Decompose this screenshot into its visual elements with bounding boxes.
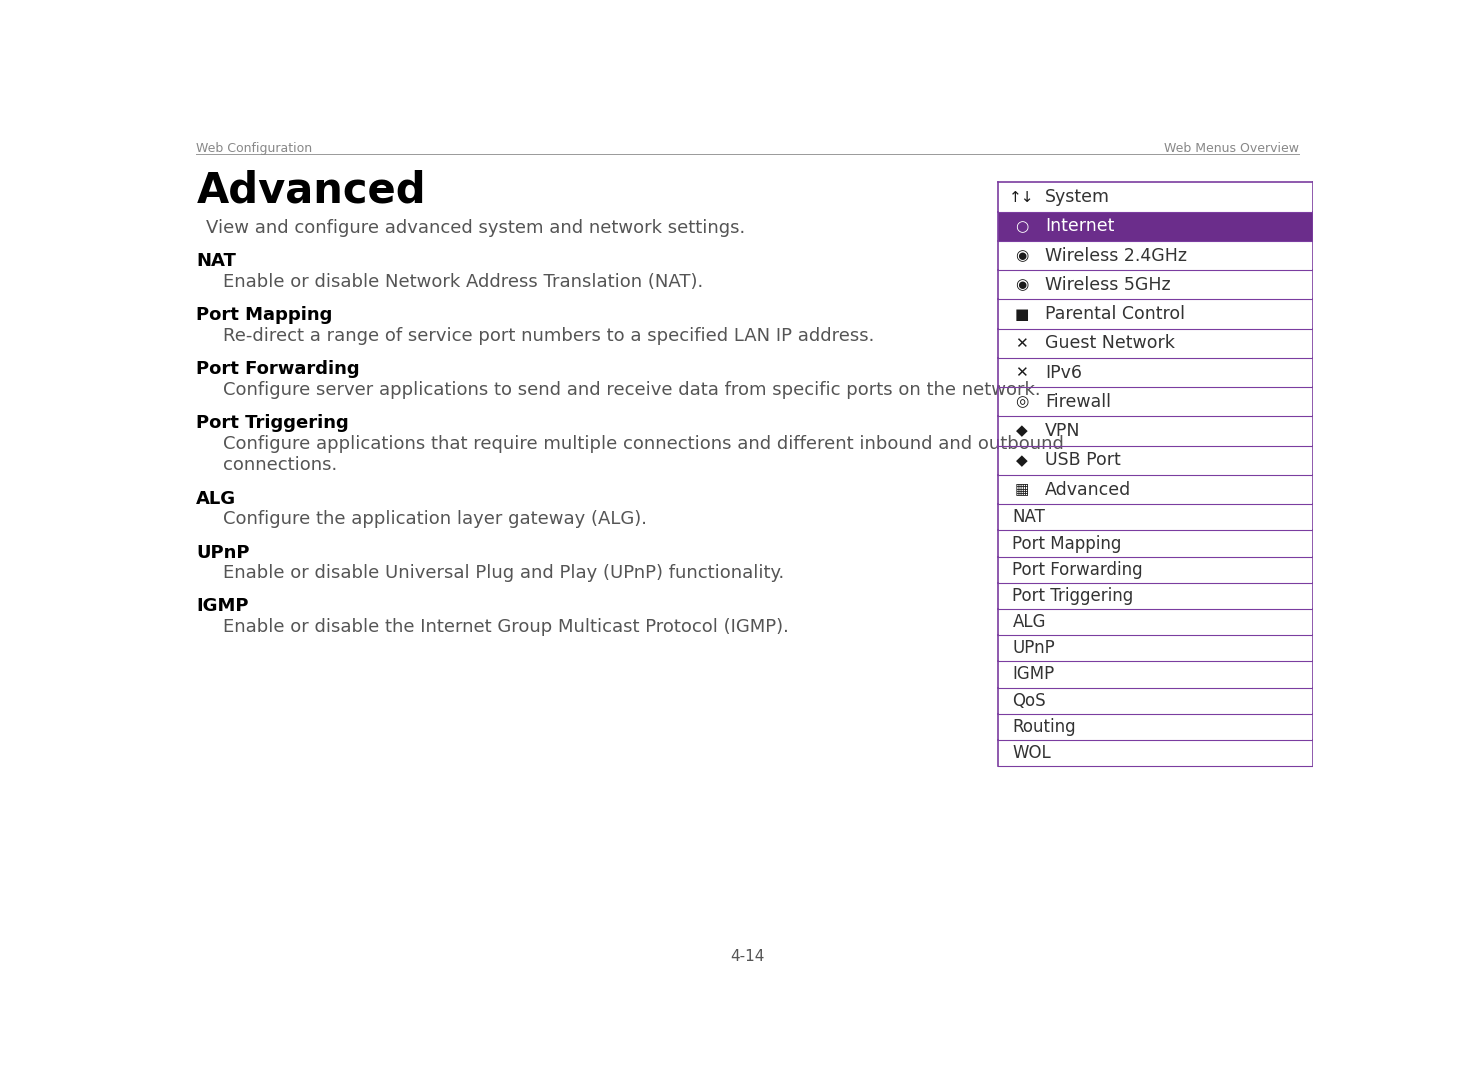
Text: Enable or disable Network Address Translation (NAT).: Enable or disable Network Address Transl… (223, 274, 703, 291)
Text: Enable or disable Universal Plug and Play (UPnP) functionality.: Enable or disable Universal Plug and Pla… (223, 565, 783, 582)
Text: Configure server applications to send and receive data from specific ports on th: Configure server applications to send an… (223, 382, 1040, 399)
Text: IPv6: IPv6 (1045, 364, 1083, 381)
Text: Firewall: Firewall (1045, 392, 1110, 411)
Text: System: System (1045, 187, 1110, 206)
Text: ALG: ALG (1013, 613, 1046, 631)
Text: Advanced: Advanced (1045, 481, 1131, 498)
Text: Wireless 2.4GHz: Wireless 2.4GHz (1045, 246, 1188, 265)
Text: Port Mapping: Port Mapping (1013, 534, 1122, 553)
Bar (998, 270, 1313, 300)
Bar (998, 211, 1313, 241)
Bar (998, 531, 1313, 557)
Text: NAT: NAT (1013, 508, 1045, 526)
Text: Parental Control: Parental Control (1045, 305, 1185, 323)
Text: ◎: ◎ (1015, 395, 1029, 410)
Text: USB Port: USB Port (1045, 451, 1121, 470)
Text: Port Forwarding: Port Forwarding (197, 361, 360, 378)
Text: ✕: ✕ (1015, 365, 1029, 380)
Text: ◉: ◉ (1015, 249, 1029, 263)
Bar (998, 505, 1313, 531)
Text: ■: ■ (1014, 306, 1029, 322)
Bar (998, 688, 1313, 714)
Bar (998, 583, 1313, 609)
Text: UPnP: UPnP (197, 544, 249, 561)
Bar (998, 609, 1313, 635)
Text: Guest Network: Guest Network (1045, 335, 1174, 352)
Text: ◉: ◉ (1015, 277, 1029, 292)
Text: ○: ○ (1015, 219, 1029, 233)
Bar (998, 557, 1313, 583)
Text: UPnP: UPnP (1013, 639, 1055, 657)
Text: Port Mapping: Port Mapping (197, 306, 333, 325)
Text: ◆: ◆ (1015, 424, 1027, 438)
Text: Port Triggering: Port Triggering (1013, 586, 1134, 605)
Text: Advanced: Advanced (197, 169, 426, 211)
Text: NAT: NAT (197, 253, 236, 270)
Text: Web Menus Overview: Web Menus Overview (1164, 142, 1299, 155)
Bar (998, 714, 1313, 740)
Bar (998, 740, 1313, 766)
Text: 4-14: 4-14 (730, 948, 765, 964)
Bar (998, 446, 1313, 475)
Text: VPN: VPN (1045, 422, 1081, 440)
Bar (998, 241, 1313, 270)
Text: ▦: ▦ (1014, 482, 1029, 497)
Text: IGMP: IGMP (197, 597, 249, 616)
Bar (998, 475, 1313, 505)
Text: QoS: QoS (1013, 691, 1046, 710)
Text: ↑↓: ↑↓ (1010, 190, 1034, 205)
Text: WOL: WOL (1013, 744, 1050, 762)
Text: ALG: ALG (197, 489, 236, 508)
Bar (998, 358, 1313, 387)
Bar (998, 416, 1313, 446)
Bar (998, 635, 1313, 662)
Text: Port Forwarding: Port Forwarding (1013, 560, 1142, 579)
Bar (998, 387, 1313, 416)
Text: Configure the application layer gateway (ALG).: Configure the application layer gateway … (223, 510, 646, 529)
Text: Routing: Routing (1013, 718, 1077, 736)
Bar (998, 662, 1313, 688)
Bar (998, 329, 1313, 358)
Bar (998, 182, 1313, 211)
Text: Enable or disable the Internet Group Multicast Protocol (IGMP).: Enable or disable the Internet Group Mul… (223, 618, 788, 637)
Bar (998, 300, 1313, 329)
Text: Port Triggering: Port Triggering (197, 414, 349, 432)
Text: Re-direct a range of service port numbers to a specified LAN IP address.: Re-direct a range of service port number… (223, 327, 874, 346)
Text: ✕: ✕ (1015, 336, 1029, 351)
Text: Configure applications that require multiple connections and different inbound a: Configure applications that require mult… (223, 435, 1064, 474)
Text: Internet: Internet (1045, 217, 1115, 235)
Text: View and configure advanced system and network settings.: View and configure advanced system and n… (206, 219, 746, 238)
Text: Web Configuration: Web Configuration (197, 142, 312, 155)
Text: Wireless 5GHz: Wireless 5GHz (1045, 276, 1170, 294)
Text: IGMP: IGMP (1013, 665, 1055, 683)
Text: ◆: ◆ (1015, 452, 1027, 468)
